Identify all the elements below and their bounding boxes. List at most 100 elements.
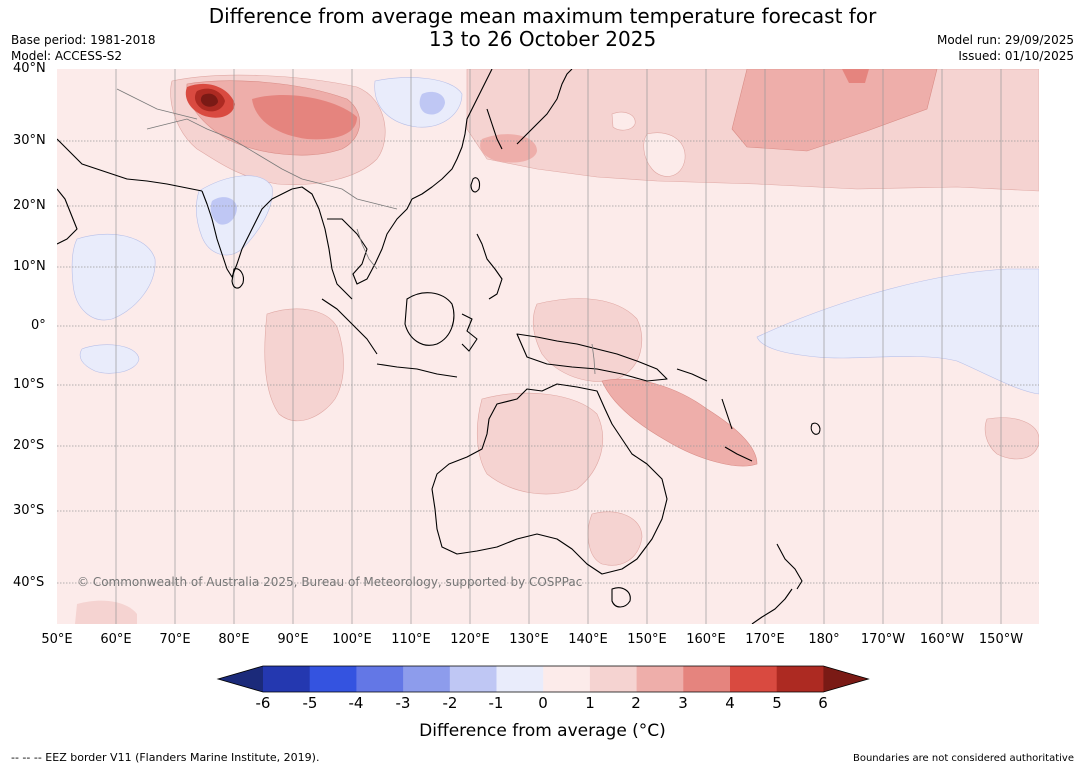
anomaly-regions-cool: [71, 77, 1039, 395]
copyright-notice: © Commonwealth of Australia 2025, Bureau…: [77, 575, 582, 589]
meta-left: Base period: 1981-2018 Model: ACCESS-S2: [11, 32, 156, 64]
colorbar-cell-6: [543, 666, 591, 692]
coastline-fiji: [810, 422, 821, 435]
colorbar-extend-low: [218, 666, 263, 692]
colorbar-cell-1: [309, 666, 357, 692]
lon-label-50E: 50°E: [41, 632, 73, 647]
colorbar-cell-4: [449, 666, 497, 692]
coastline-new-guinea: [516, 333, 668, 382]
lon-label-60E: 60°E: [100, 632, 132, 647]
meta-right: Model run: 29/09/2025 Issued: 01/10/2025: [937, 32, 1074, 64]
anomaly-west-io-cool: [79, 344, 140, 374]
anomaly-east-pacific-cool: [756, 268, 1039, 395]
anomaly-south-1to2: [75, 600, 137, 624]
title-line-1: Difference from average mean maximum tem…: [208, 4, 877, 28]
coastline-sri-lanka: [231, 268, 244, 289]
colorbar-tick-minus1: -1: [488, 694, 504, 712]
boundaries-note: Boundaries are not considered authoritat…: [852, 753, 1074, 764]
graticule: [57, 69, 1039, 624]
lon-label-70E: 70°E: [159, 632, 191, 647]
colorbar-cell-2: [356, 666, 404, 692]
lon-label-80E: 80°E: [218, 632, 250, 647]
lon-label-120E: 120°E: [450, 632, 490, 647]
lon-label-160W: 160°W: [919, 632, 965, 647]
coastline-australia: [431, 383, 668, 575]
colorbar-cells: [216, 665, 870, 693]
lon-label-160E: 160°E: [686, 632, 726, 647]
anomaly-se-australia-1to2: [587, 511, 643, 566]
coastline-new-caledonia: [724, 446, 753, 462]
coastline-asia-west: [57, 138, 203, 192]
lat-label-20N: 20°N: [13, 198, 46, 213]
anomaly-himalaya-peak: [200, 93, 218, 107]
base-period: Base period: 1981-2018: [11, 33, 156, 47]
anomaly-mongolia-cool-2: [419, 91, 445, 115]
colorbar-label-text: Difference from average (°C): [419, 721, 666, 741]
anomaly-north-australia-1to2: [476, 392, 603, 495]
lon-label-90E: 90°E: [277, 632, 309, 647]
title-line-2: 13 to 26 October 2025: [428, 27, 657, 51]
colorbar-tick-minus4: -4: [348, 694, 364, 712]
coastline-new-zealand-north: [776, 543, 803, 590]
coastline-borneo: [404, 292, 455, 346]
coastline-tasmania: [611, 587, 631, 608]
colorbar-outline: [216, 665, 870, 693]
border-south-asia: [146, 118, 303, 180]
colorbar-tick-minus3: -3: [395, 694, 411, 712]
colorbar-cell-0: [263, 666, 311, 692]
colorbar-tick-5: 5: [772, 694, 782, 712]
lon-label-170W: 170°W: [860, 632, 906, 647]
lon-label-170E: 170°E: [745, 632, 785, 647]
coastline-sumatra: [321, 298, 378, 355]
lon-label-100E: 100°E: [332, 632, 372, 647]
coastline-arabia: [57, 188, 78, 245]
border-indochina: [356, 228, 378, 270]
eez-legend: -- -- -- EEZ border V11 (Flanders Marine…: [11, 751, 320, 764]
lat-label-30S: 30°S: [13, 503, 45, 518]
coastline-sulawesi: [461, 313, 478, 352]
colorbar-cell-5: [496, 666, 544, 692]
lon-label-150E: 150°E: [627, 632, 667, 647]
colorbar-tick-0: 0: [538, 694, 548, 712]
colorbar-tick-minus5: -5: [302, 694, 318, 712]
lon-label-140E: 140°E: [568, 632, 608, 647]
colorbar-tick-2: 2: [631, 694, 641, 712]
lon-label-130E: 130°E: [509, 632, 549, 647]
coastlines: [57, 69, 821, 624]
colorbar-tick-minus6: -6: [255, 694, 271, 712]
lon-label-110E: 110°E: [391, 632, 431, 647]
model-run: Model run: 29/09/2025: [936, 33, 1074, 47]
colorbar-tick-minus2: -2: [442, 694, 458, 712]
colorbar-tick-6: 6: [818, 694, 828, 712]
colorbar-cell-10: [730, 666, 778, 692]
model-name: Model: ACCESS-S2: [11, 49, 123, 63]
colorbar-tick-1: 1: [585, 694, 595, 712]
anomaly-mongolia-cool: [374, 77, 463, 128]
page-title: Difference from average mean maximum tem…: [0, 5, 1085, 51]
anomaly-neutral-2: [611, 111, 636, 131]
country-borders: [116, 88, 596, 375]
anomaly-india-cool-2: [210, 197, 237, 225]
lat-label-40S: 40°S: [13, 575, 45, 590]
colorbar-cell-8: [636, 666, 684, 692]
lat-label-20S: 20°S: [13, 438, 45, 453]
coastline-china: [411, 69, 493, 200]
colorbar-cell-11: [776, 666, 824, 692]
coastline-bay-of-bengal: [291, 186, 353, 300]
anomaly-regions-warm: [75, 69, 1039, 624]
coastline-philippines: [476, 233, 503, 300]
colorbar-tick-3: 3: [678, 694, 688, 712]
lat-label-10N: 10°N: [13, 259, 46, 274]
border-central-asia: [116, 88, 198, 120]
border-china-south: [301, 178, 398, 210]
lat-label-10S: 10°S: [13, 377, 45, 392]
anomaly-tibet-3to4: [252, 95, 357, 140]
colorbar-tick-4: 4: [725, 694, 735, 712]
colorbar-extend-high: [823, 666, 869, 692]
coastline-japan: [516, 69, 573, 145]
colorbar: [216, 665, 870, 693]
coastline-vanuatu: [721, 398, 733, 430]
lat-label-30N: 30°N: [13, 133, 46, 148]
lon-label-180: 180°: [808, 632, 840, 647]
coastline-taiwan: [470, 177, 481, 193]
